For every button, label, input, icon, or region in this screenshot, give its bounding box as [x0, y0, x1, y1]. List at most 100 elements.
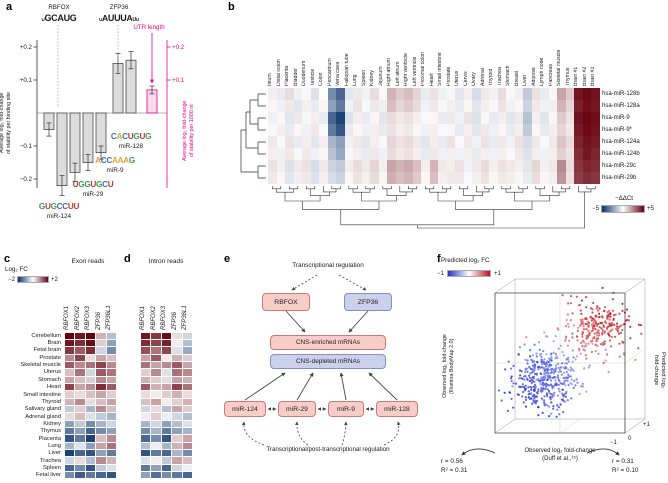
f-scatter-point-red — [594, 350, 597, 353]
f-scatter-point-blue — [545, 353, 548, 356]
f-stats-right-r2: R² = 0.10 — [612, 467, 639, 474]
logo-letter-G: G — [128, 156, 135, 166]
f-scatter-point-blue — [537, 414, 540, 417]
a-mir-name-miR-128: miR-128 — [118, 142, 144, 150]
f-ylabel-line2: (Illumina BodyMap 2.0) — [449, 338, 455, 394]
f-scatter-point-red — [598, 307, 601, 310]
d-heatmap-cell — [151, 383, 161, 391]
b-tissue-label-Adrenal: Adrenal — [480, 68, 486, 86]
c-gene-label-RBFOX2: RBFOX2 — [74, 305, 81, 330]
b-heatmap-cell — [370, 136, 379, 148]
c-heatmap-cell — [64, 398, 74, 405]
c-heatmap-cell — [96, 420, 106, 428]
f-scatter-point-red — [576, 335, 579, 338]
logo-letter-C: C — [100, 156, 107, 166]
d-heatmap-cell — [140, 391, 150, 398]
b-heatmap-cell — [565, 124, 574, 136]
d-heatmap-cell — [161, 464, 171, 472]
c-heatmap-cell — [96, 332, 106, 339]
zfp36-box: ZFP36 — [344, 293, 392, 311]
f-scatter-point-blue — [550, 353, 553, 356]
f-scatter-point-red — [589, 340, 592, 343]
f-scatter-point-red — [601, 315, 604, 318]
mir-9-box: miR-9 — [328, 401, 364, 417]
f-scatter-point-blue — [556, 408, 559, 411]
b-heatmap-cell — [438, 136, 447, 148]
f-scatter-point-red — [595, 314, 598, 317]
f-scatter-point-blue — [528, 397, 531, 400]
b-heatmap-cell — [506, 112, 515, 124]
d-heatmap-cell — [161, 428, 171, 435]
f-scatter-point-blue — [578, 392, 581, 396]
f-scatter-point-red — [629, 337, 632, 340]
f-scatter-point-blue — [548, 377, 551, 380]
arrow-mir128-to-mrnas — [368, 372, 398, 401]
f-scatter-point-blue — [527, 396, 530, 399]
f-scatter-point-blue — [548, 415, 551, 418]
c-heatmap-cell — [85, 369, 95, 376]
f-scatter-point-blue — [543, 401, 546, 404]
b-heatmap-cell — [302, 172, 311, 184]
b-heatmap-cell — [344, 136, 353, 148]
f-scatter-point-blue — [561, 382, 564, 385]
f-scatter-point-blue — [524, 398, 528, 401]
c-legend-title: Log₂ FC — [5, 266, 28, 273]
b-heatmap-cell — [268, 88, 277, 100]
b-heatmap-cell — [557, 148, 566, 160]
f-scatter-point-blue — [573, 379, 576, 382]
c-heatmap-cell — [75, 420, 85, 428]
logo-letter-C: C — [62, 202, 68, 212]
f-scatter-point-blue — [543, 399, 546, 402]
f-scatter-point-blue — [543, 358, 546, 361]
f-scatter-point-blue — [512, 382, 515, 385]
b-heatmap-cell — [506, 124, 515, 136]
f-scatter-point-blue — [540, 366, 543, 369]
f-scatter-point-blue — [544, 365, 547, 368]
f-scatter-point-blue — [581, 382, 584, 385]
b-heatmap-cell — [480, 148, 489, 160]
d-heatmap-cell — [140, 361, 150, 369]
logo-letter-U: U — [132, 16, 136, 23]
f-scatter-point-red — [608, 318, 611, 321]
c-tissue-label-Cerebellum: Cerebellum — [31, 332, 61, 339]
b-tissue-label-Cervix: Cervix — [463, 71, 469, 86]
d-heatmap-cell — [172, 428, 182, 435]
logo-letter-U: U — [107, 12, 115, 23]
b-heatmap-cell — [268, 160, 277, 172]
d-heatmap-cell — [182, 339, 192, 347]
d-heatmap-cell — [182, 450, 192, 457]
f-scatter-point-blue — [518, 346, 521, 349]
c-heatmap-cell — [85, 413, 95, 420]
f-scatter-point-blue — [518, 369, 522, 372]
b-heatmap-cell — [276, 112, 285, 124]
c-heatmap-cell — [75, 472, 85, 479]
f-scatter-point-blue — [530, 388, 533, 391]
b-tissue-label-Prostate: Prostate — [446, 66, 452, 86]
f-scatter-point-blue — [561, 388, 564, 391]
f-scatter-point-blue — [554, 352, 557, 356]
f-scatter-point-blue — [563, 400, 567, 403]
f-scatter-point-red — [588, 332, 591, 335]
b-heatmap-cell — [310, 172, 319, 184]
b-heatmap-cell — [387, 148, 396, 160]
d-heatmap-cell — [161, 413, 171, 420]
f-scatter-point-red — [591, 311, 594, 314]
f-scatter-point-blue — [524, 384, 527, 387]
f-scatter-point-blue — [533, 380, 536, 383]
f-scatter-point-red — [597, 309, 600, 312]
f-scatter-point-blue — [549, 398, 552, 401]
logo-letter-G: G — [96, 180, 103, 190]
f-scatter-point-blue — [524, 396, 527, 399]
f-scatter-point-blue — [531, 402, 534, 405]
b-col-dendrogram-segment — [289, 186, 299, 190]
b-heatmap-cell — [472, 172, 481, 184]
f-scatter-point-blue — [554, 379, 557, 382]
b-heatmap-cell — [472, 112, 481, 124]
f-scatter-point-red — [580, 322, 583, 325]
c-heatmap-cell — [64, 472, 74, 479]
b-heatmap-cell — [582, 172, 591, 184]
c-heatmap-cell — [96, 457, 106, 464]
a-right-tick-label: +0.2 — [172, 43, 185, 51]
f-scatter-point-blue — [540, 372, 543, 375]
f-scatter-point-blue — [546, 378, 549, 381]
